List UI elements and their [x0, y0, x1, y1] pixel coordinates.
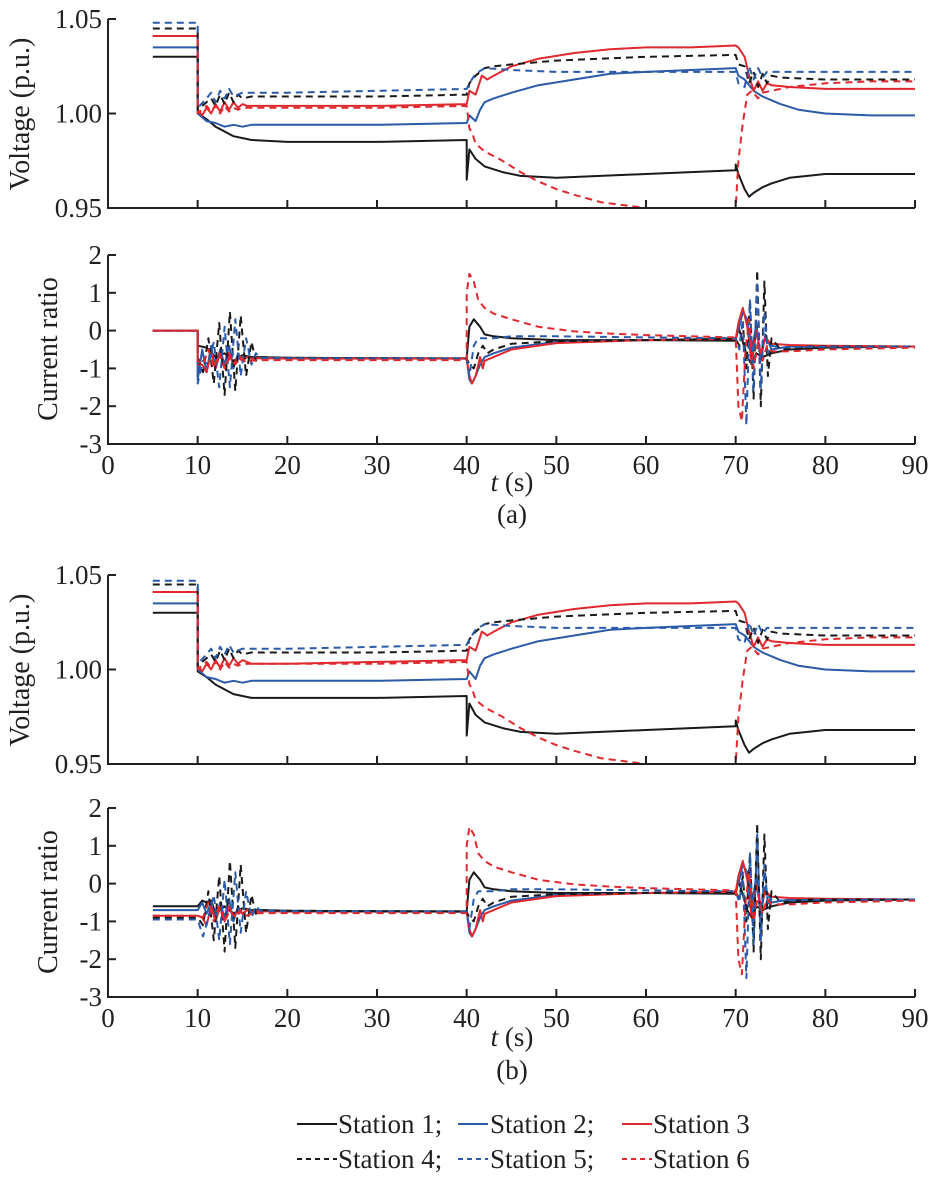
series-station-5 — [152, 21, 915, 109]
series-station-6 — [152, 35, 915, 209]
series-station-6 — [152, 272, 915, 423]
series-station-3 — [152, 859, 915, 938]
series-station-1 — [152, 611, 915, 754]
x-axis-label-a: t (s) — [491, 467, 534, 497]
x-tick-label: 50 — [543, 450, 570, 480]
y-tick-label: -2 — [80, 944, 103, 974]
panel-b-voltage: Voltage (p.u.) 0.95 1.00 1.05 — [5, 560, 916, 779]
series-station-3 — [152, 306, 915, 385]
x-tick-label: 20 — [274, 450, 301, 480]
x-tick-label: 40 — [453, 450, 480, 480]
x-tick-label: 90 — [902, 1003, 929, 1033]
legend-label-station-1: Station 1; — [338, 1109, 442, 1139]
x-tick-label: 70 — [722, 450, 749, 480]
y-tick-label: 0.95 — [55, 749, 102, 779]
x-tick-label: 10 — [184, 450, 211, 480]
x-tick-label: 40 — [453, 1003, 480, 1033]
series-station-2 — [152, 46, 915, 128]
x-axis-label-var: t — [491, 467, 500, 497]
y-tick-label: 1.05 — [55, 560, 102, 590]
axis-lines — [107, 575, 915, 765]
x-axis-label-unit: (s) — [498, 1022, 533, 1052]
y-tick-label: -2 — [80, 391, 103, 421]
y-tick-label: -3 — [80, 982, 103, 1012]
x-tick-label: 30 — [364, 450, 391, 480]
y-tick-label: 0 — [89, 869, 103, 899]
x-tick-label: 90 — [902, 450, 929, 480]
legend-label-station-4: Station 4; — [338, 1144, 442, 1174]
x-tick-label: 80 — [812, 1003, 839, 1033]
y-tick-label: -3 — [80, 429, 103, 459]
x-tick-label: 30 — [364, 1003, 391, 1033]
series-station-4 — [152, 583, 915, 667]
x-axis-label-unit: (s) — [498, 467, 533, 497]
series-station-5 — [152, 280, 915, 427]
y-tick-label: 2 — [89, 240, 103, 270]
series-station-6 — [152, 591, 915, 765]
panel-caption-b: (b) — [496, 1055, 527, 1085]
panel-caption-a: (a) — [497, 499, 527, 529]
series-station-3 — [152, 35, 915, 117]
legend-row-1: Station 1; Station 2; Station 3 — [297, 1109, 750, 1139]
y-tick-label: -1 — [80, 906, 103, 936]
x-tick-label: 70 — [722, 1003, 749, 1033]
series-station-5 — [152, 833, 915, 980]
legend-label-station-2: Station 2; — [490, 1109, 594, 1139]
series-station-1 — [152, 55, 915, 198]
x-tick-label: 80 — [812, 450, 839, 480]
y-tick-label: 1.05 — [55, 4, 102, 34]
legend: Station 1; Station 2; Station 3 Station … — [297, 1109, 750, 1174]
y-tick-label: 1 — [89, 831, 103, 861]
y-axis-label: Voltage (p.u.) — [5, 38, 36, 191]
x-tick-label: 50 — [543, 1003, 570, 1033]
y-tick-label: 2 — [89, 793, 103, 823]
y-tick-label: 1.00 — [55, 655, 102, 685]
series-group — [152, 269, 915, 427]
y-axis-label: Current ratio — [33, 277, 64, 421]
series-station-4 — [152, 822, 915, 961]
legend-label-station-5: Station 5; — [490, 1144, 594, 1174]
x-tick-label: 0 — [101, 1003, 115, 1033]
panel-a-voltage: Voltage (p.u.) 0.95 1.00 1.05 — [5, 4, 916, 223]
y-tick-label: 1.00 — [55, 99, 102, 129]
y-tick-label: -1 — [80, 353, 103, 383]
x-axis-label-b: t (s) — [491, 1022, 534, 1052]
x-axis-label-var: t — [491, 1022, 500, 1052]
series-group — [152, 21, 915, 209]
series-station-6 — [152, 825, 915, 976]
series-station-5 — [152, 579, 915, 665]
y-tick-label: 0.95 — [55, 193, 102, 223]
y-axis-label: Current ratio — [33, 830, 64, 974]
axis-lines — [107, 19, 915, 209]
y-tick-label: 1 — [89, 278, 103, 308]
y-tick-label: 0 — [89, 316, 103, 346]
series-station-4 — [152, 269, 915, 408]
series-group — [152, 579, 915, 765]
y-axis-label: Voltage (p.u.) — [5, 594, 36, 747]
series-station-4 — [152, 27, 915, 111]
legend-row-2: Station 4; Station 5; Station 6 — [297, 1144, 750, 1174]
legend-label-station-6: Station 6 — [653, 1144, 750, 1174]
x-tick-label: 20 — [274, 1003, 301, 1033]
x-tick-label: 0 — [101, 450, 115, 480]
legend-label-station-3: Station 3 — [653, 1109, 750, 1139]
x-tick-label: 60 — [633, 450, 660, 480]
series-group — [152, 822, 915, 980]
x-tick-label: 10 — [184, 1003, 211, 1033]
x-tick-label: 60 — [633, 1003, 660, 1033]
series-station-3 — [152, 591, 915, 673]
series-station-2 — [152, 602, 915, 684]
